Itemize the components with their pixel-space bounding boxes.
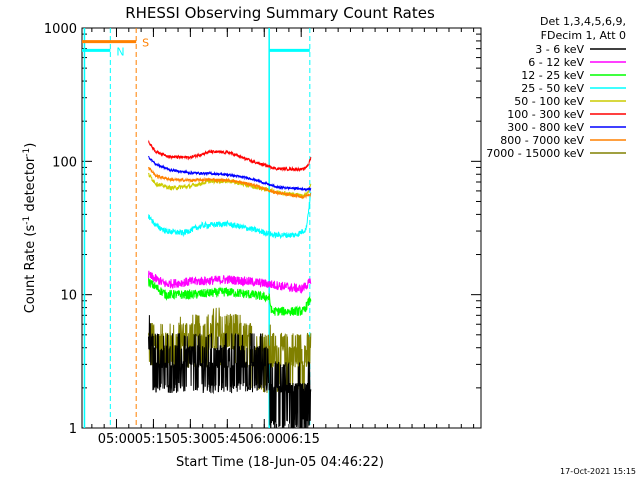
legend-entry-label: 300 - 800 keV: [507, 121, 584, 134]
orbit-segment-label: N: [116, 45, 124, 58]
x-axis: 05:00 05:15 05:30 05:45 06:00 06:15: [91, 28, 475, 447]
legend-entry-label: 50 - 100 keV: [514, 95, 584, 108]
chart-title: RHESSI Observing Summary Count Rates: [125, 4, 435, 22]
y-tick-label: 100: [52, 155, 77, 170]
legend-entry-label: 3 - 6 keV: [535, 43, 584, 56]
y-axis-label: Count Rate (s-1 detector-1): [22, 143, 38, 314]
legend-entry-label: 100 - 300 keV: [507, 108, 584, 121]
y-axis: 1 10 100 1000: [44, 22, 481, 437]
plot-frame: [81, 27, 482, 429]
legend-entry-label: 800 - 7000 keV: [500, 134, 584, 147]
legend-entry-label: 6 - 12 keV: [528, 56, 584, 69]
legend-entry-label: 25 - 50 keV: [521, 82, 584, 95]
legend-entry-label: 7000 - 15000 keV: [486, 147, 584, 160]
x-tick-label: 05:45: [209, 432, 246, 447]
legend-entry-label: 12 - 25 keV: [521, 69, 584, 82]
series-line-2: [148, 278, 312, 316]
series-line-7: [148, 166, 311, 200]
x-tick-label: 06:00: [246, 432, 283, 447]
footer-timestamp: 17-Oct-2021 15:15: [560, 467, 636, 476]
series-line-1: [148, 270, 312, 294]
legend-header-line-2: FDecim 1, Att 0: [541, 29, 626, 42]
series-lines: [148, 139, 312, 429]
legend: Det 1,3,4,5,6,9, FDecim 1, Att 0 3 - 6 k…: [486, 15, 626, 160]
series-line-6: [148, 155, 312, 192]
x-tick-label: 06:15: [282, 432, 319, 447]
x-tick-label: 05:30: [172, 432, 209, 447]
x-tick-label: 05:00: [98, 432, 135, 447]
y-tick-label: 1000: [44, 22, 77, 37]
series-line-5: [148, 139, 312, 173]
orbit-segment-label: S: [142, 37, 149, 50]
y-tick-label: 1: [69, 422, 77, 437]
series-line-0: [148, 315, 312, 429]
x-axis-label: Start Time (18-Jun-05 04:46:22): [176, 455, 384, 470]
legend-header-line-1: Det 1,3,4,5,6,9,: [540, 15, 626, 28]
x-tick-label: 05:15: [135, 432, 172, 447]
series-line-3: [148, 192, 312, 240]
y-tick-label: 10: [60, 289, 77, 304]
